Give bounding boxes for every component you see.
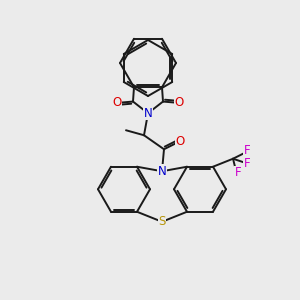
Text: O: O xyxy=(174,96,184,110)
Text: N: N xyxy=(144,107,152,120)
Text: F: F xyxy=(244,144,250,157)
Text: O: O xyxy=(176,135,184,148)
Text: F: F xyxy=(244,157,250,170)
Text: F: F xyxy=(235,166,241,179)
Text: S: S xyxy=(158,215,166,228)
Text: O: O xyxy=(112,96,122,110)
Text: N: N xyxy=(158,165,166,178)
